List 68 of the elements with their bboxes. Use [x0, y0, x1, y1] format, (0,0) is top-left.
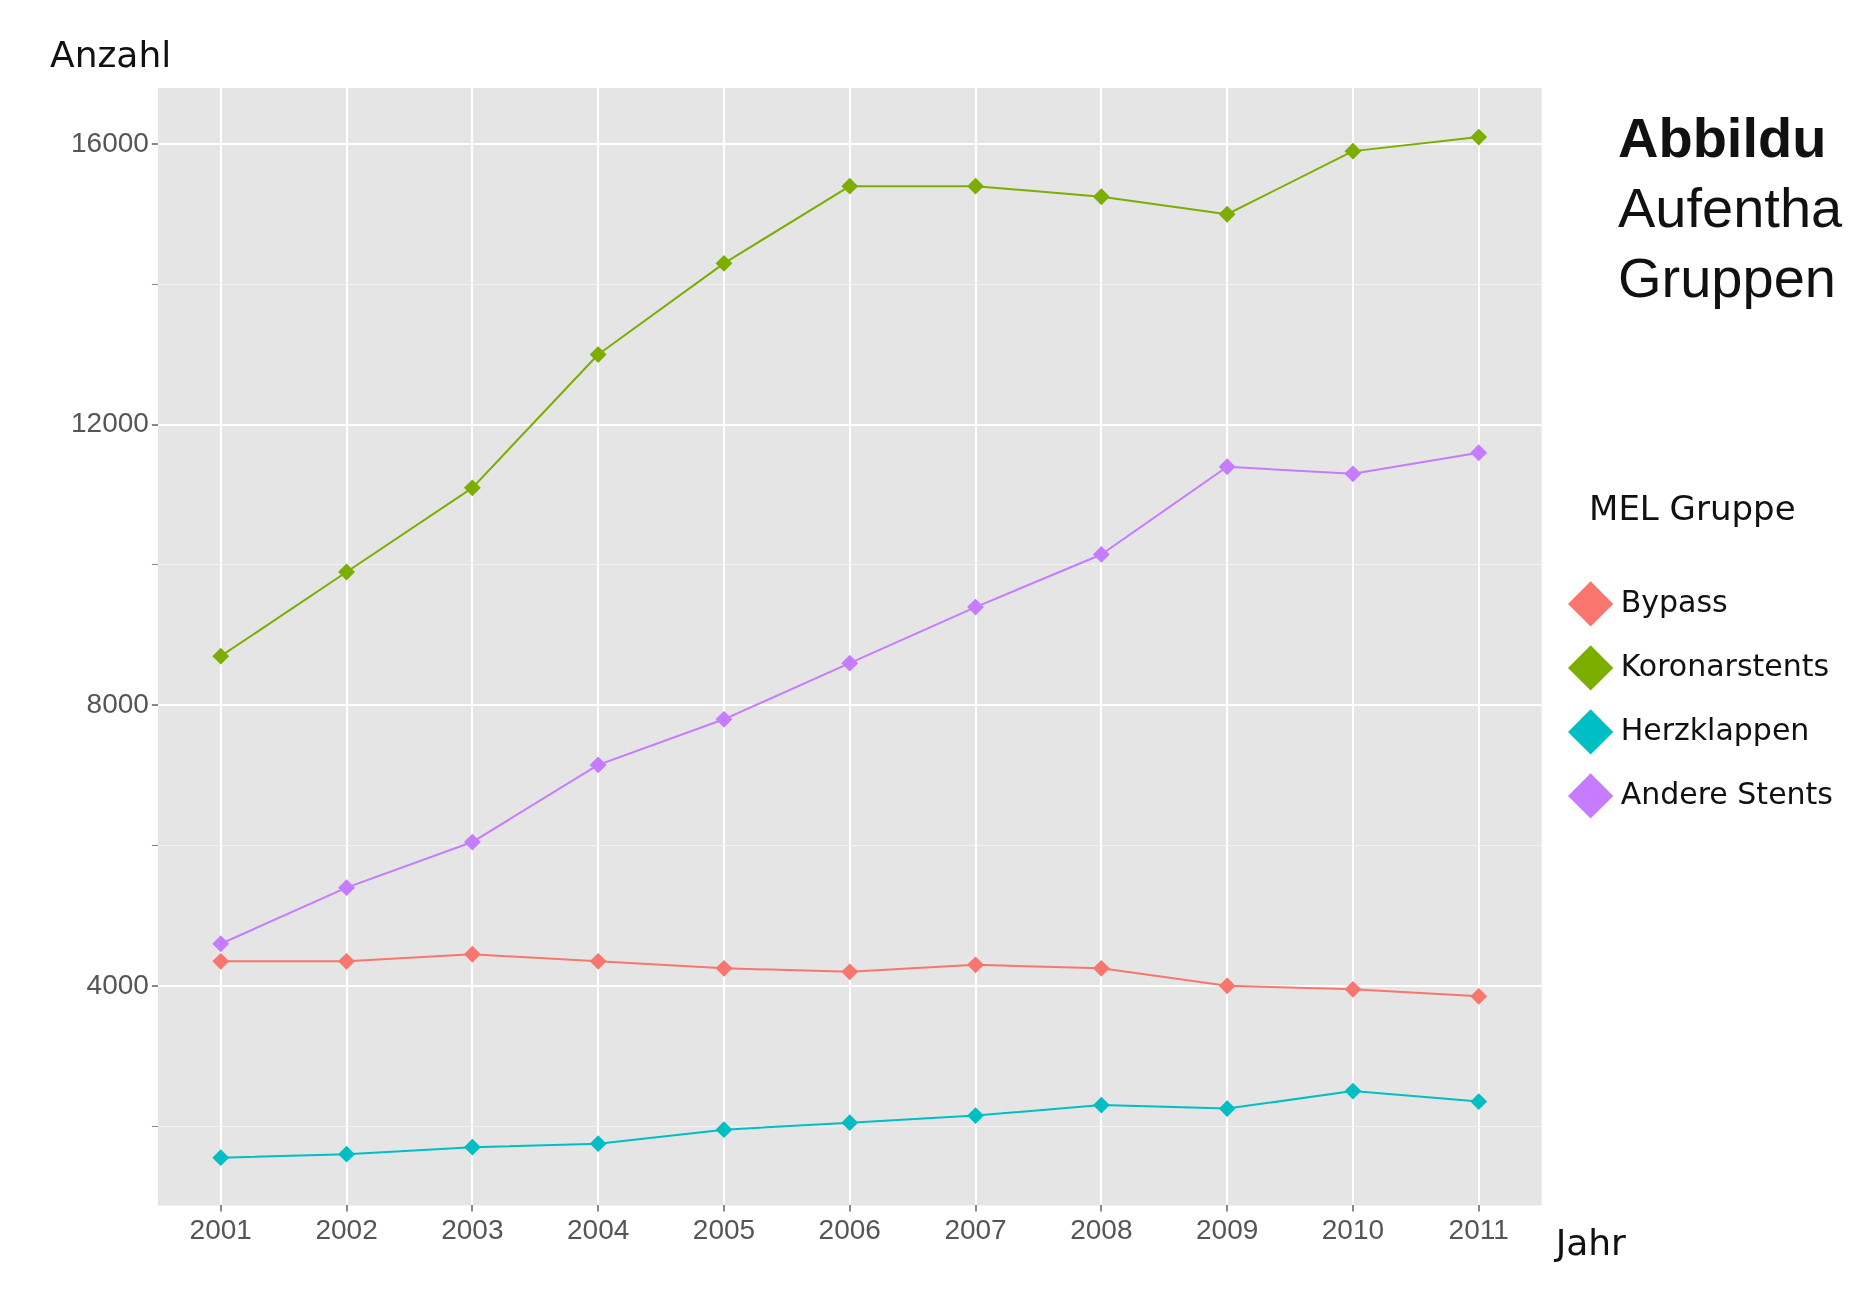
point — [715, 1121, 732, 1138]
point — [1219, 458, 1236, 475]
x-tick-label: 2009 — [1195, 1213, 1259, 1245]
point — [464, 479, 481, 496]
x-axis-title: Jahr — [1553, 1221, 1627, 1263]
x-tick-label: 2006 — [818, 1213, 881, 1245]
point — [841, 655, 858, 672]
x-tick-label: 2010 — [1321, 1213, 1385, 1245]
point — [1344, 465, 1361, 482]
legend-label: Herzklappen — [1620, 711, 1810, 747]
point — [212, 1149, 229, 1166]
point — [212, 648, 229, 665]
point — [1344, 1083, 1361, 1100]
x-tick-label: 2001 — [189, 1213, 252, 1245]
y-tick-label: 4000 — [86, 968, 149, 1000]
point — [967, 599, 984, 616]
point — [1470, 988, 1487, 1005]
point — [967, 1107, 984, 1124]
y-tick-label: 8000 — [86, 687, 149, 719]
legend-label: Bypass — [1620, 583, 1728, 619]
legend-title: MEL Gruppe — [1589, 487, 1796, 528]
point — [338, 564, 355, 580]
point — [338, 953, 355, 970]
point — [1219, 1100, 1236, 1117]
point — [967, 178, 984, 195]
x-tick-label: 2003 — [441, 1213, 504, 1245]
y-tick-label: 16000 — [70, 126, 149, 158]
point — [464, 1139, 481, 1156]
point — [590, 1135, 607, 1152]
point — [841, 1114, 858, 1131]
text: Aufentha Gruppen — [1618, 175, 1843, 311]
point — [338, 1146, 355, 1163]
x-tick-label: 2005 — [692, 1213, 756, 1245]
point — [1219, 977, 1236, 994]
point — [212, 935, 229, 952]
point — [590, 756, 607, 773]
point — [841, 963, 858, 980]
legend-label: Koronarstents — [1620, 647, 1830, 683]
legend-label: Andere Stents — [1620, 775, 1833, 811]
point — [212, 953, 229, 970]
point — [464, 946, 481, 963]
point — [1093, 1097, 1110, 1114]
point — [1093, 960, 1110, 977]
x-tick-label: 2007 — [944, 1213, 1007, 1245]
x-tick-label: 2011 — [1448, 1213, 1509, 1245]
point — [464, 834, 481, 851]
point — [1093, 546, 1110, 563]
point — [1470, 1093, 1487, 1110]
point — [1344, 143, 1361, 160]
point — [1093, 188, 1110, 205]
point — [1219, 206, 1236, 223]
x-tick-label: 2008 — [1070, 1213, 1133, 1245]
y-axis-title: Anzahl — [50, 34, 172, 76]
x-tick-label: 2002 — [315, 1213, 378, 1245]
point — [590, 953, 607, 970]
point — [1470, 129, 1487, 146]
point — [715, 711, 732, 728]
point — [590, 346, 607, 363]
point — [1344, 981, 1361, 998]
point — [715, 255, 732, 272]
point — [967, 956, 984, 973]
point — [338, 879, 355, 896]
point — [1470, 444, 1487, 461]
point — [715, 960, 732, 977]
x-tick-label: 2004 — [567, 1213, 630, 1245]
point — [841, 178, 858, 195]
text: Abbildu — [1618, 105, 1828, 171]
y-tick-label: 12000 — [70, 407, 149, 439]
